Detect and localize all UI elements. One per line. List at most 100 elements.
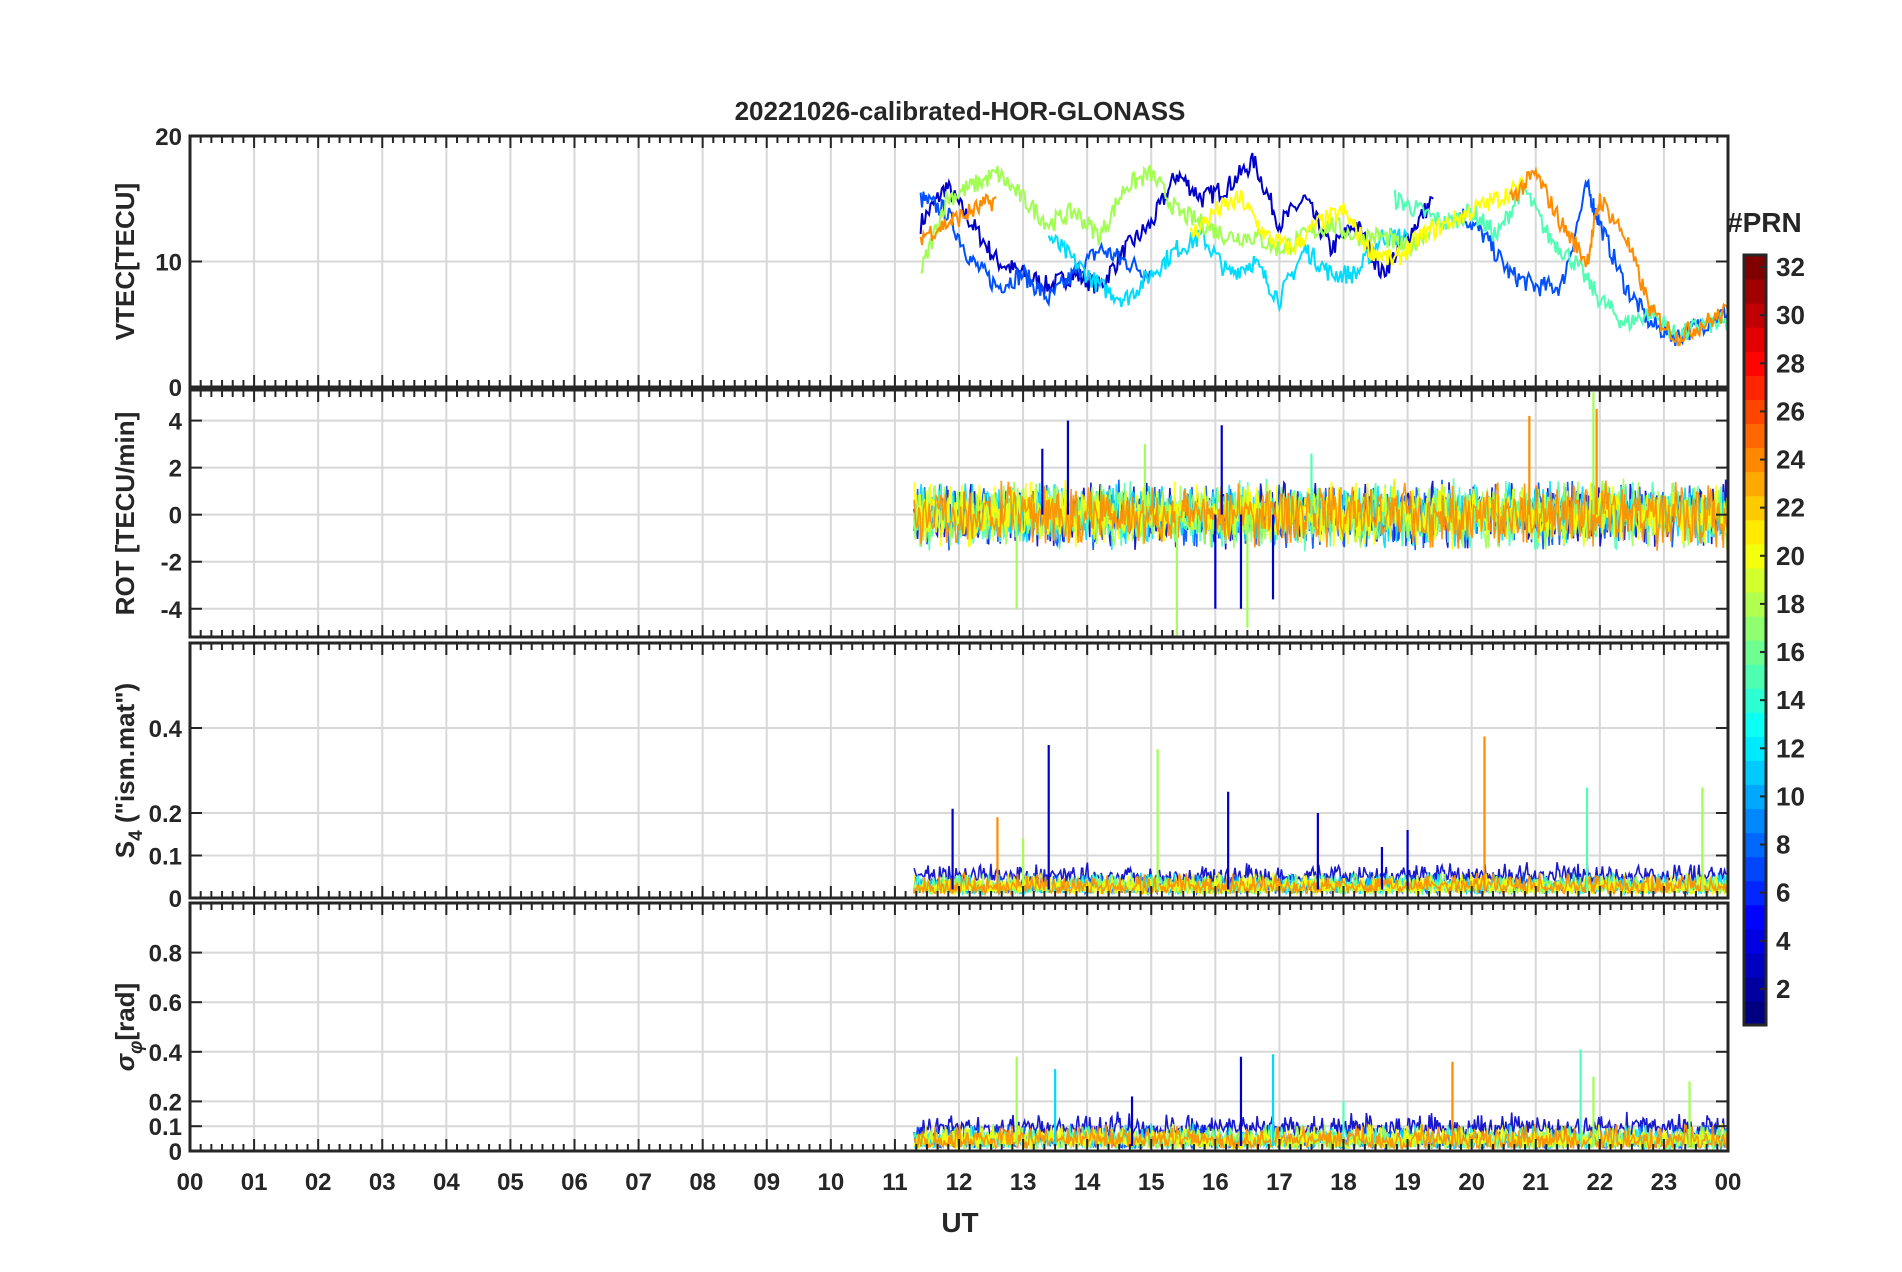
panel-vtec: 0 10 20 VTEC[TECU] [110,124,1730,402]
y-axis-label: σφ[rad] [110,983,147,1071]
colorbar-segment [1744,303,1766,328]
colorbar-segment [1744,591,1766,617]
colorbar-label: #PRN [1727,207,1802,238]
x-tick-label: 04 [433,1169,460,1196]
y-tick-label: 4 [169,409,183,436]
colorbar-segment [1744,664,1766,689]
x-tick-label: 03 [369,1169,396,1196]
colorbar-tick-label: 2 [1776,974,1790,1004]
x-tick-label: 15 [1138,1169,1165,1196]
x-tick-label: 23 [1651,1169,1678,1196]
colorbar-segment [1744,952,1766,978]
series-prn-23 [919,166,1728,347]
colorbar-tick-label: 18 [1776,589,1805,619]
colorbar-segment [1744,640,1766,665]
colorbar-tick-label: 32 [1776,252,1805,282]
colorbar-segment [1744,519,1766,545]
x-tick-label: 05 [497,1169,524,1196]
colorbar-tick-label: 28 [1776,348,1805,378]
colorbar-segment [1744,736,1766,761]
colorbar-segment [1744,976,1766,1002]
data-layer [913,1049,1728,1151]
colorbar-segment [1744,423,1766,449]
y-tick-label: 0 [169,886,182,913]
x-axis-label: UT [941,1207,978,1238]
y-tick-label: 0 [169,1139,182,1166]
data-layer [913,392,1728,637]
y-tick-label: 0.1 [149,844,182,871]
chart-title: 20221026-calibrated-HOR-GLONASS [735,96,1186,126]
colorbar-segment [1744,784,1766,810]
colorbar-tick-label: 30 [1776,300,1805,330]
colorbar-segment [1744,399,1766,425]
x-tick-label: 14 [1074,1169,1101,1196]
colorbar-segment [1744,808,1766,834]
band-trace [913,480,1728,551]
y-tick-label: 20 [155,124,182,151]
colorbar-segment [1744,279,1766,304]
y-tick-label: 0.2 [149,801,182,828]
colorbar-tick-label: 6 [1776,878,1790,908]
colorbar-segment [1744,351,1766,376]
colorbar-segment [1744,471,1766,497]
x-tick-label: 07 [625,1169,652,1196]
x-tick-label: 11 [882,1169,907,1196]
band-trace [913,870,1728,897]
colorbar-segment [1744,760,1766,785]
y-tick-label: 0.4 [149,1040,183,1067]
y-tick-label: 0.4 [149,716,183,743]
series-prn-17 [920,165,1435,274]
x-tick-label: 17 [1266,1169,1293,1196]
x-tick-label: 02 [305,1169,332,1196]
colorbar-segment [1744,928,1766,954]
x-tick-label: 00 [177,1169,204,1196]
x-tick-label: 01 [241,1169,268,1196]
x-tick-label: 12 [946,1169,973,1196]
x-tick-label: 19 [1394,1169,1421,1196]
y-tick-label: 0 [169,503,182,530]
x-tick-label: 10 [817,1169,844,1196]
colorbar-segment [1744,543,1766,569]
colorbar-tick-label: 24 [1776,445,1805,475]
colorbar-segment [1744,832,1766,858]
colorbar-tick-label: 16 [1776,637,1805,667]
x-tick-label: 13 [1010,1169,1037,1196]
colorbar-segment [1744,615,1766,641]
colorbar-segment [1744,327,1766,352]
x-tick-label: 06 [561,1169,588,1196]
colorbar-segment [1744,375,1766,400]
panel-sigma: 00.10.2 0.4 0.6 0.8σφ[rad] [110,901,1730,1166]
panel-s4: 0 0.1 0.2 0.4S4 ("ism.mat") [110,641,1730,913]
y-tick-label: 0.6 [149,990,182,1017]
colorbar-tick-label: 10 [1776,781,1805,811]
x-tick-label: 20 [1458,1169,1485,1196]
y-tick-label: -2 [161,550,182,577]
y-tick-label: 10 [155,250,182,277]
panel-rot: -4 -2 0 2 4 ROT [TECU/min] [110,388,1730,639]
colorbar-segment [1744,447,1766,473]
colorbar-tick-label: 8 [1776,830,1790,860]
series-prn-2 [919,152,1434,297]
x-tick-label: 09 [753,1169,780,1196]
data-layer [913,736,1728,897]
x-axis: 00 01 02 03 04 05 06 07 08 09 10 11 12 13 14 15 16 17 18 19… [177,1169,1742,1196]
y-tick-label: 0.1 [149,1114,182,1141]
series-prn-15 [1393,179,1728,346]
y-tick-label: -4 [161,597,183,624]
colorbar-tick-label: 14 [1776,685,1805,715]
colorbar-tick-label: 26 [1776,396,1805,426]
y-axis-label: S4 ("ism.mat") [110,683,147,858]
data-layer [919,152,1728,347]
x-tick-label: 00 [1715,1169,1742,1196]
colorbar-tick-label: 4 [1776,926,1791,956]
x-tick-label: 08 [689,1169,716,1196]
y-tick-label: 0.2 [149,1089,182,1116]
x-tick-label: 18 [1330,1169,1357,1196]
colorbar-segment [1744,688,1766,713]
colorbar-segment [1744,856,1766,882]
series-prn-19 [1188,174,1524,266]
y-tick-label: 0.8 [149,941,182,968]
